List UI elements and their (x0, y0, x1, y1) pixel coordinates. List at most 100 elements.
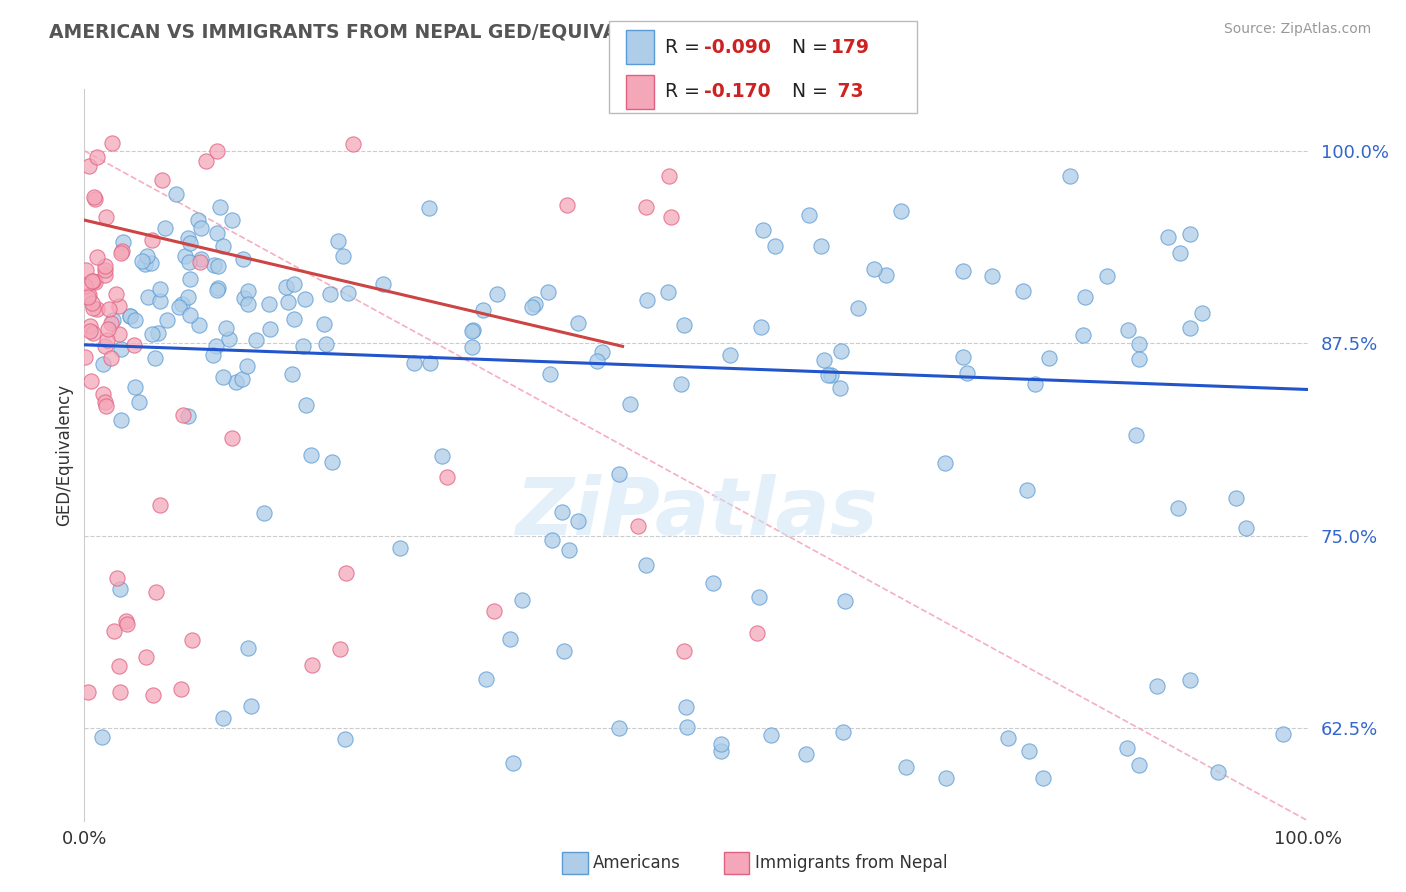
Point (659, 210, 682, 224)
Point (257, 297, 280, 311)
Point (294, 292, 316, 306)
Point (94, 268, 117, 282)
Point (329, 642, 352, 657)
Point (607, 467, 630, 482)
Point (672, 318, 695, 332)
Point (1125, 428, 1147, 442)
Point (177, 290, 200, 304)
Point (748, 591, 770, 605)
Point (80, 374, 103, 388)
Point (956, 366, 979, 380)
Text: Immigrants from Nepal: Immigrants from Nepal (755, 854, 948, 871)
Point (813, 352, 835, 367)
Point (212, 370, 235, 384)
Point (207, 260, 229, 274)
Point (79, 318, 101, 333)
Point (136, 290, 159, 304)
Point (1059, 169, 1081, 183)
Point (103, 624, 125, 638)
Point (952, 264, 974, 278)
Point (763, 239, 786, 253)
Text: N =: N = (780, 37, 834, 57)
Point (1178, 320, 1201, 334)
Point (1095, 268, 1118, 283)
Point (894, 760, 917, 774)
Point (281, 367, 304, 381)
Point (100, 351, 122, 365)
Point (1156, 230, 1178, 244)
Point (485, 286, 508, 301)
Point (259, 322, 281, 336)
Point (1128, 337, 1150, 351)
Point (567, 316, 589, 330)
Point (86, 150, 108, 164)
Point (221, 432, 243, 446)
Point (94, 263, 117, 277)
Point (817, 368, 839, 382)
Point (832, 725, 855, 739)
Point (79, 159, 101, 173)
Point (93, 386, 115, 401)
Point (201, 348, 224, 362)
Point (846, 301, 869, 315)
Point (540, 533, 562, 547)
Text: R =: R = (665, 82, 711, 102)
Point (181, 632, 204, 647)
Point (238, 640, 260, 655)
Point (585, 354, 607, 368)
Point (84, 275, 107, 289)
Point (863, 262, 886, 277)
Point (1128, 758, 1150, 772)
Point (810, 239, 832, 253)
Point (1180, 673, 1202, 688)
Point (82, 274, 104, 288)
Point (135, 249, 157, 263)
Point (553, 644, 575, 658)
Point (1206, 764, 1229, 779)
Text: ZiPatlas: ZiPatlas (515, 475, 877, 552)
Point (1167, 500, 1189, 515)
Point (209, 200, 232, 214)
Point (337, 285, 360, 300)
Point (319, 287, 342, 301)
Point (148, 326, 170, 340)
Point (124, 380, 146, 394)
Point (658, 169, 681, 184)
Point (145, 584, 167, 599)
Point (537, 285, 560, 299)
Point (233, 291, 256, 305)
Point (141, 233, 163, 247)
Point (253, 506, 276, 520)
Point (609, 721, 631, 735)
Point (1168, 246, 1191, 260)
Point (460, 340, 482, 354)
Point (134, 258, 156, 272)
Point (94, 259, 117, 273)
Point (551, 505, 574, 519)
Point (1038, 351, 1060, 365)
Point (981, 269, 1004, 284)
Point (274, 280, 297, 294)
Point (190, 252, 212, 267)
Point (1011, 284, 1033, 298)
Point (128, 395, 150, 409)
Text: 179: 179 (831, 37, 870, 57)
Point (205, 144, 228, 158)
Point (94, 399, 117, 413)
Y-axis label: GED/Equivalency: GED/Equivalency (55, 384, 73, 526)
Point (77, 288, 100, 302)
Point (173, 249, 195, 263)
Point (80, 296, 103, 310)
Point (236, 284, 259, 298)
Point (759, 728, 782, 742)
Point (634, 200, 657, 214)
Point (236, 359, 259, 373)
Point (94, 339, 117, 353)
Point (110, 413, 132, 427)
Point (96, 333, 118, 347)
Point (283, 277, 305, 291)
Point (555, 198, 578, 212)
Point (558, 542, 581, 557)
Point (100, 136, 122, 151)
Point (207, 281, 229, 295)
